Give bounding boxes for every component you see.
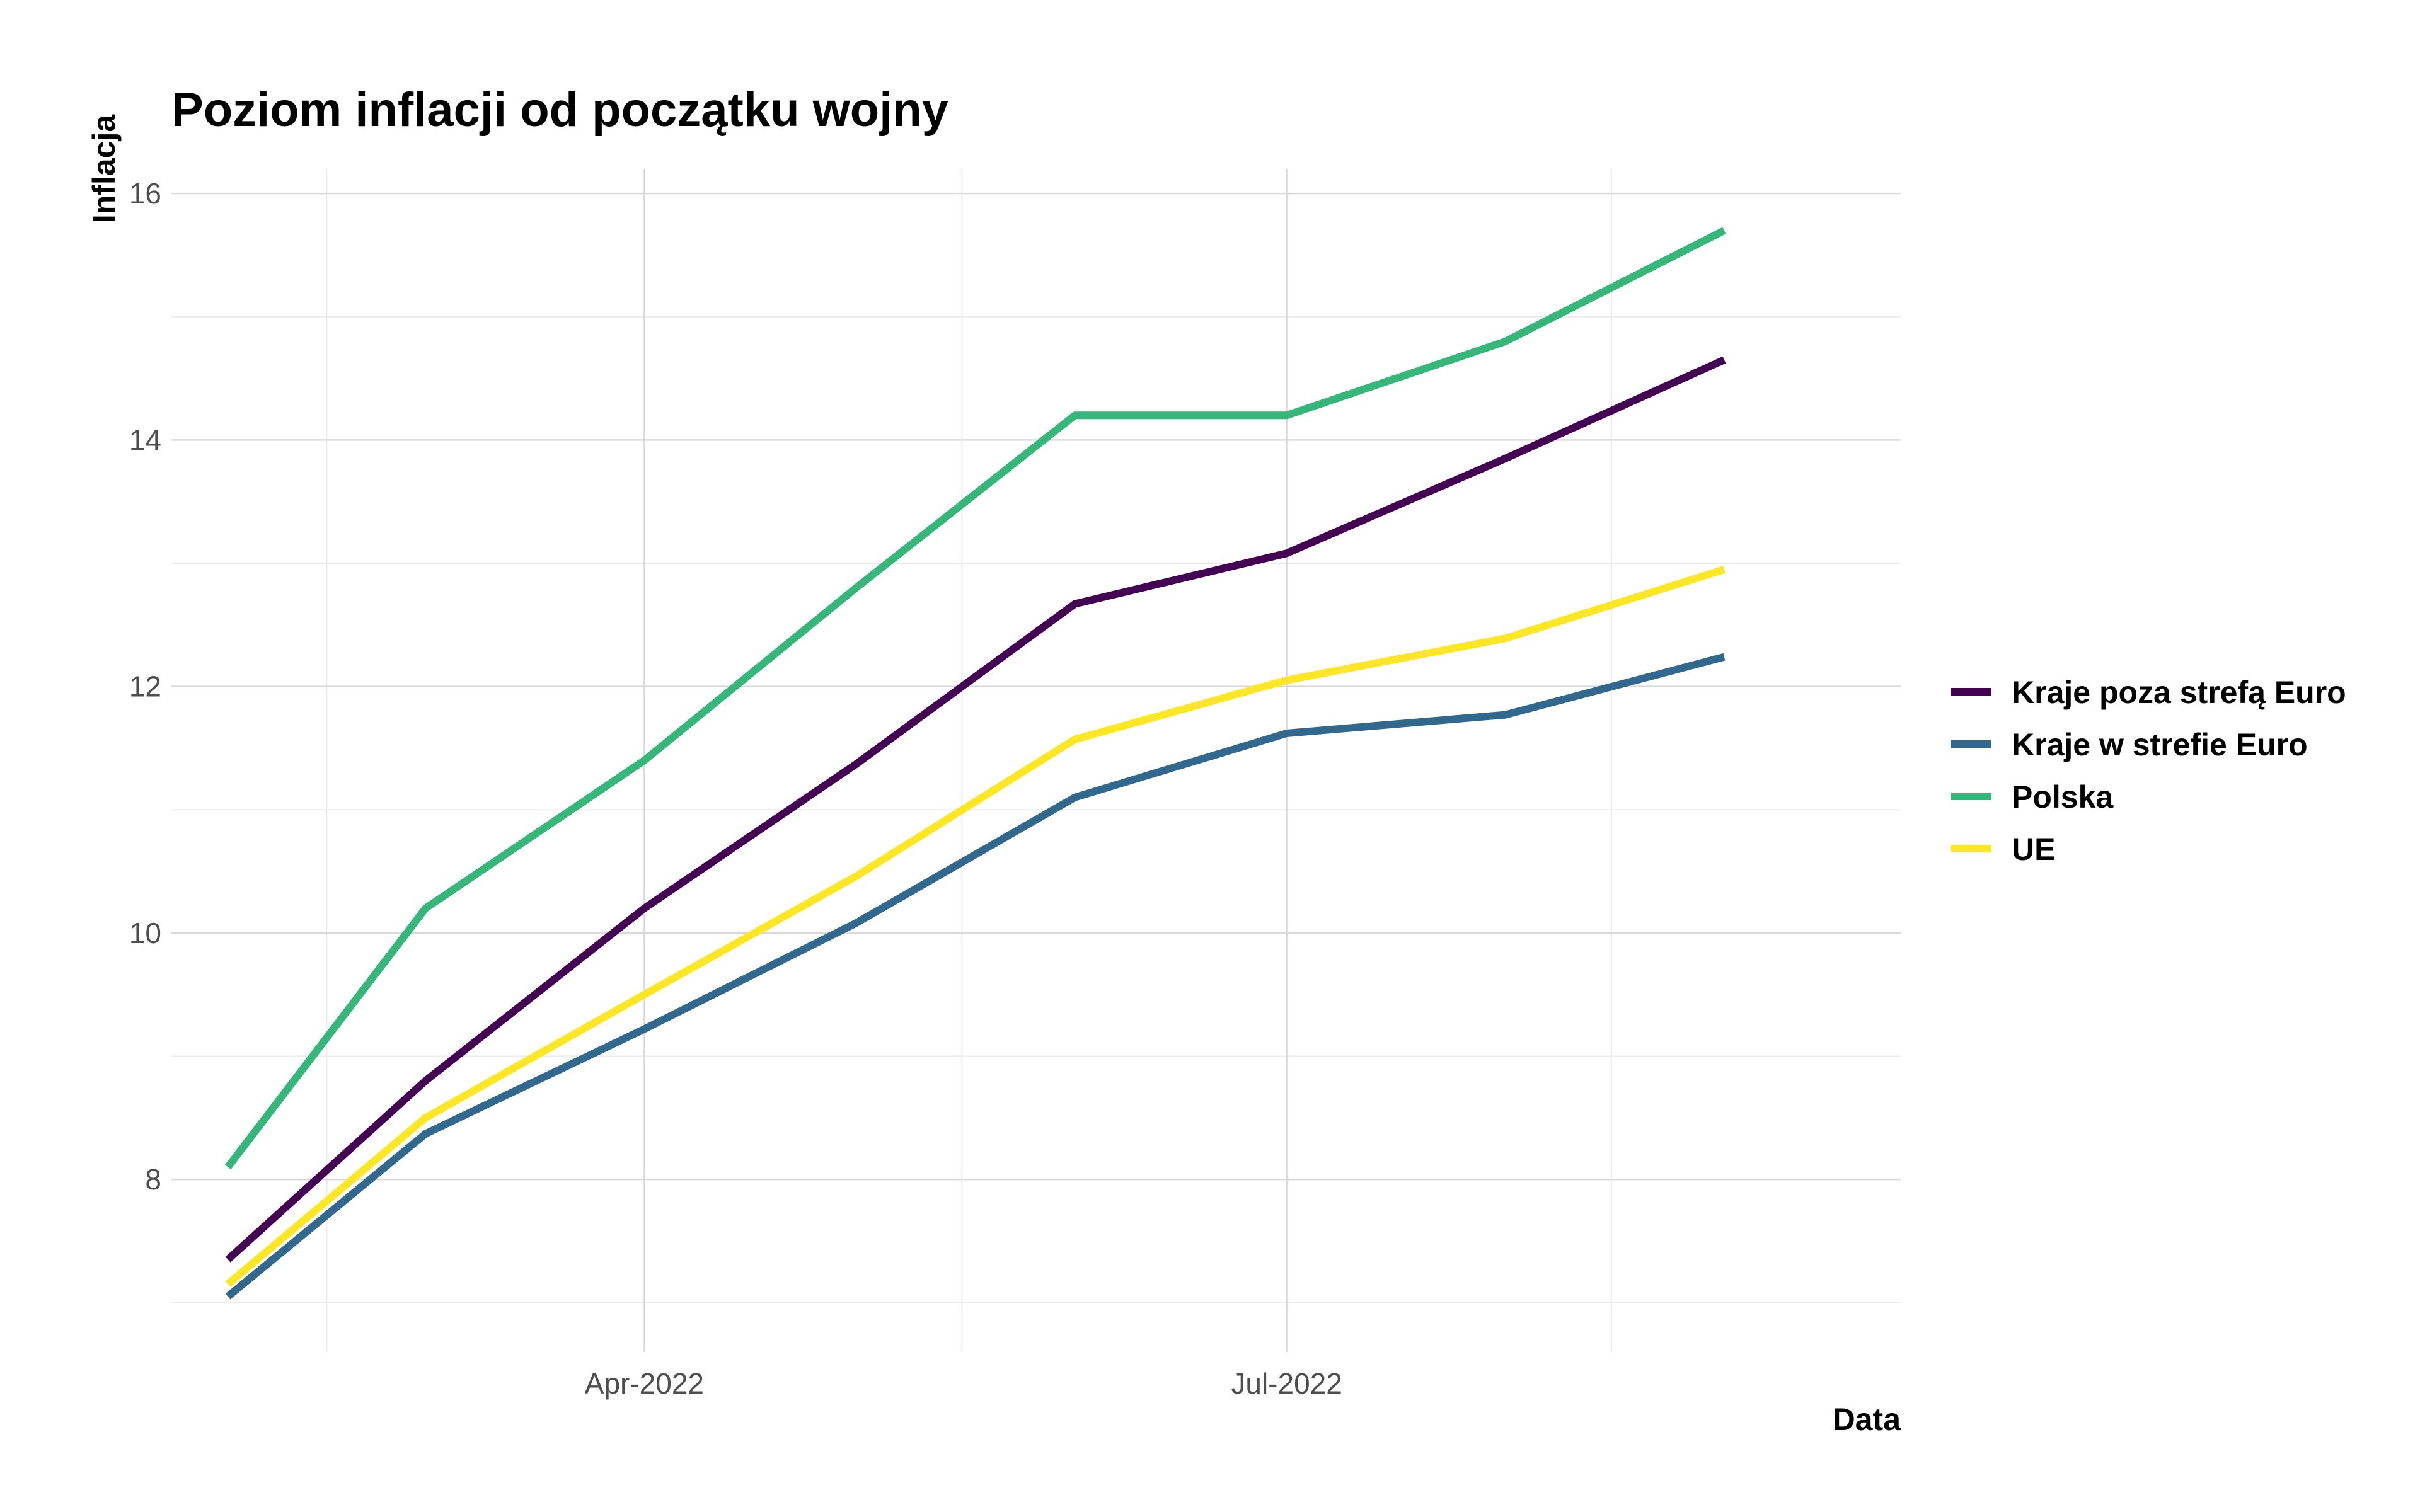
y-axis-title: Inflacja [86, 114, 122, 223]
y-tick-label: 8 [145, 1163, 161, 1196]
legend-label: Polska [2012, 779, 2114, 815]
y-axis-ticks: 8 10 12 14 16 [129, 177, 161, 1196]
x-tick-label: Apr-2022 [585, 1367, 704, 1400]
series-line [225, 356, 1726, 1263]
x-tick-label: Jul-2022 [1231, 1367, 1342, 1400]
y-tick-label: 10 [129, 917, 161, 949]
legend-label: Kraje poza strefą Euro [2012, 675, 2346, 710]
legend-label: UE [2012, 832, 2055, 867]
series-line [224, 227, 1726, 1170]
series-line [225, 566, 1726, 1287]
series-lines [224, 227, 1726, 1300]
x-axis-title: Data [1833, 1402, 1902, 1437]
x-axis-ticks: Apr-2022 Jul-2022 [585, 1367, 1342, 1400]
legend: Kraje poza strefą Euro Kraje w strefie Eu… [1951, 675, 2346, 867]
y-tick-label: 16 [129, 177, 161, 210]
y-tick-label: 14 [129, 423, 161, 456]
chart-title: Poziom inflacji od początku wojny [171, 83, 948, 137]
legend-label: Kraje w strefie Euro [2012, 727, 2308, 762]
y-tick-label: 12 [129, 670, 161, 703]
series-line [225, 653, 1726, 1300]
